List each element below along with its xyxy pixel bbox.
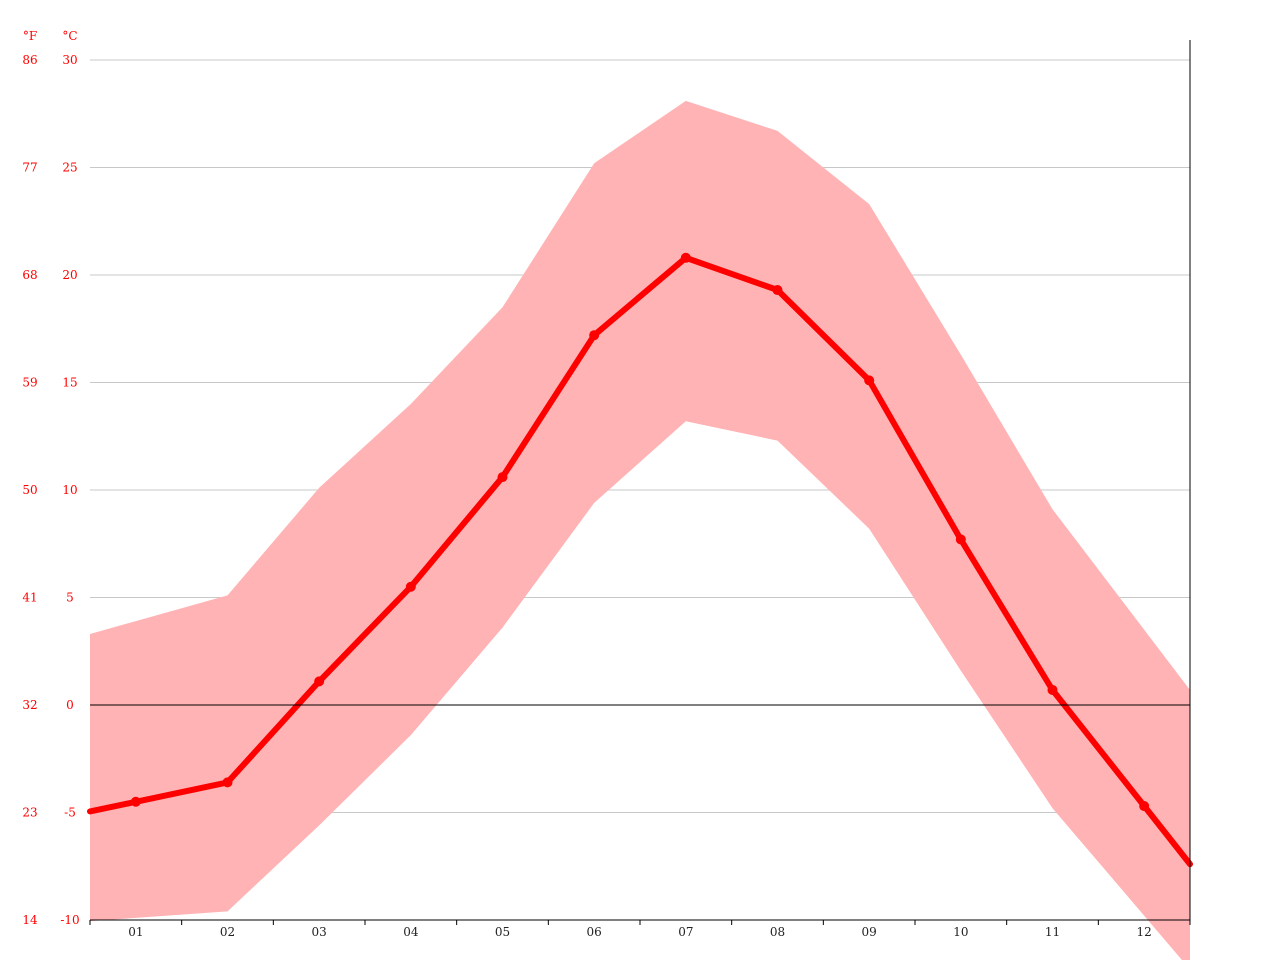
- x-tick-label-07: 07: [678, 925, 693, 939]
- mean-point-04: [405, 581, 416, 592]
- x-tick-label-08: 08: [770, 925, 785, 939]
- y-tick-label-c-0: 30: [62, 53, 77, 67]
- y-tick-label-f-0: 86: [22, 53, 37, 67]
- mean-point-06: [589, 330, 600, 341]
- y-tick-label-c-5: 5: [66, 591, 74, 605]
- y-tick-label-c-3: 15: [62, 376, 77, 390]
- y-tick-label-f-5: 41: [22, 591, 37, 605]
- mean-point-11: [1047, 684, 1058, 695]
- x-tick-label-04: 04: [403, 925, 419, 939]
- mean-temperature-line: [87, 254, 1193, 868]
- mean-line-group: [87, 252, 1193, 868]
- mean-point-08: [772, 285, 783, 296]
- mean-point-10: [955, 534, 966, 545]
- mean-point-05: [497, 472, 508, 483]
- y-tick-label-c-1: 25: [62, 161, 77, 175]
- mean-point-09: [864, 375, 875, 386]
- mean-point-12: [1139, 801, 1150, 812]
- x-tick-label-01: 01: [128, 925, 143, 939]
- mean-point-07: [680, 252, 691, 263]
- x-tick-label-09: 09: [862, 925, 877, 939]
- y-tick-label-f-6: 32: [22, 698, 37, 712]
- mean-point-01: [130, 796, 141, 807]
- y-tick-label-f-2: 68: [22, 268, 37, 282]
- y-tick-label-c-4: 10: [62, 483, 77, 497]
- x-tick-label-10: 10: [953, 925, 968, 939]
- x-tick-label-05: 05: [495, 925, 510, 939]
- x-tick-label-11: 11: [1045, 925, 1060, 939]
- fahrenheit-unit-label: °F: [23, 29, 37, 43]
- y-tick-label-c-6: 0: [66, 698, 74, 712]
- axes: [89, 40, 1191, 925]
- x-tick-label-12: 12: [1137, 925, 1152, 939]
- y-tick-label-f-7: 23: [22, 806, 37, 820]
- min-max-range-area: [90, 100, 1190, 960]
- mean-point-03: [314, 676, 325, 687]
- x-tick-label-02: 02: [220, 925, 235, 939]
- y-tick-label-f-3: 59: [22, 376, 37, 390]
- y-tick-label-c-8: -10: [60, 913, 79, 927]
- y-tick-label-f-4: 50: [22, 483, 37, 497]
- y-tick-label-c-7: -5: [64, 806, 76, 820]
- y-tick-label-f-8: 14: [22, 913, 38, 927]
- x-tick-label-06: 06: [587, 925, 602, 939]
- x-tick-label-03: 03: [312, 925, 327, 939]
- mean-point-02: [222, 777, 233, 788]
- y-tick-label-f-1: 77: [22, 161, 37, 175]
- min-max-band: [90, 100, 1190, 960]
- y-tick-label-c-2: 20: [62, 268, 77, 282]
- celsius-unit-label: °C: [62, 29, 77, 43]
